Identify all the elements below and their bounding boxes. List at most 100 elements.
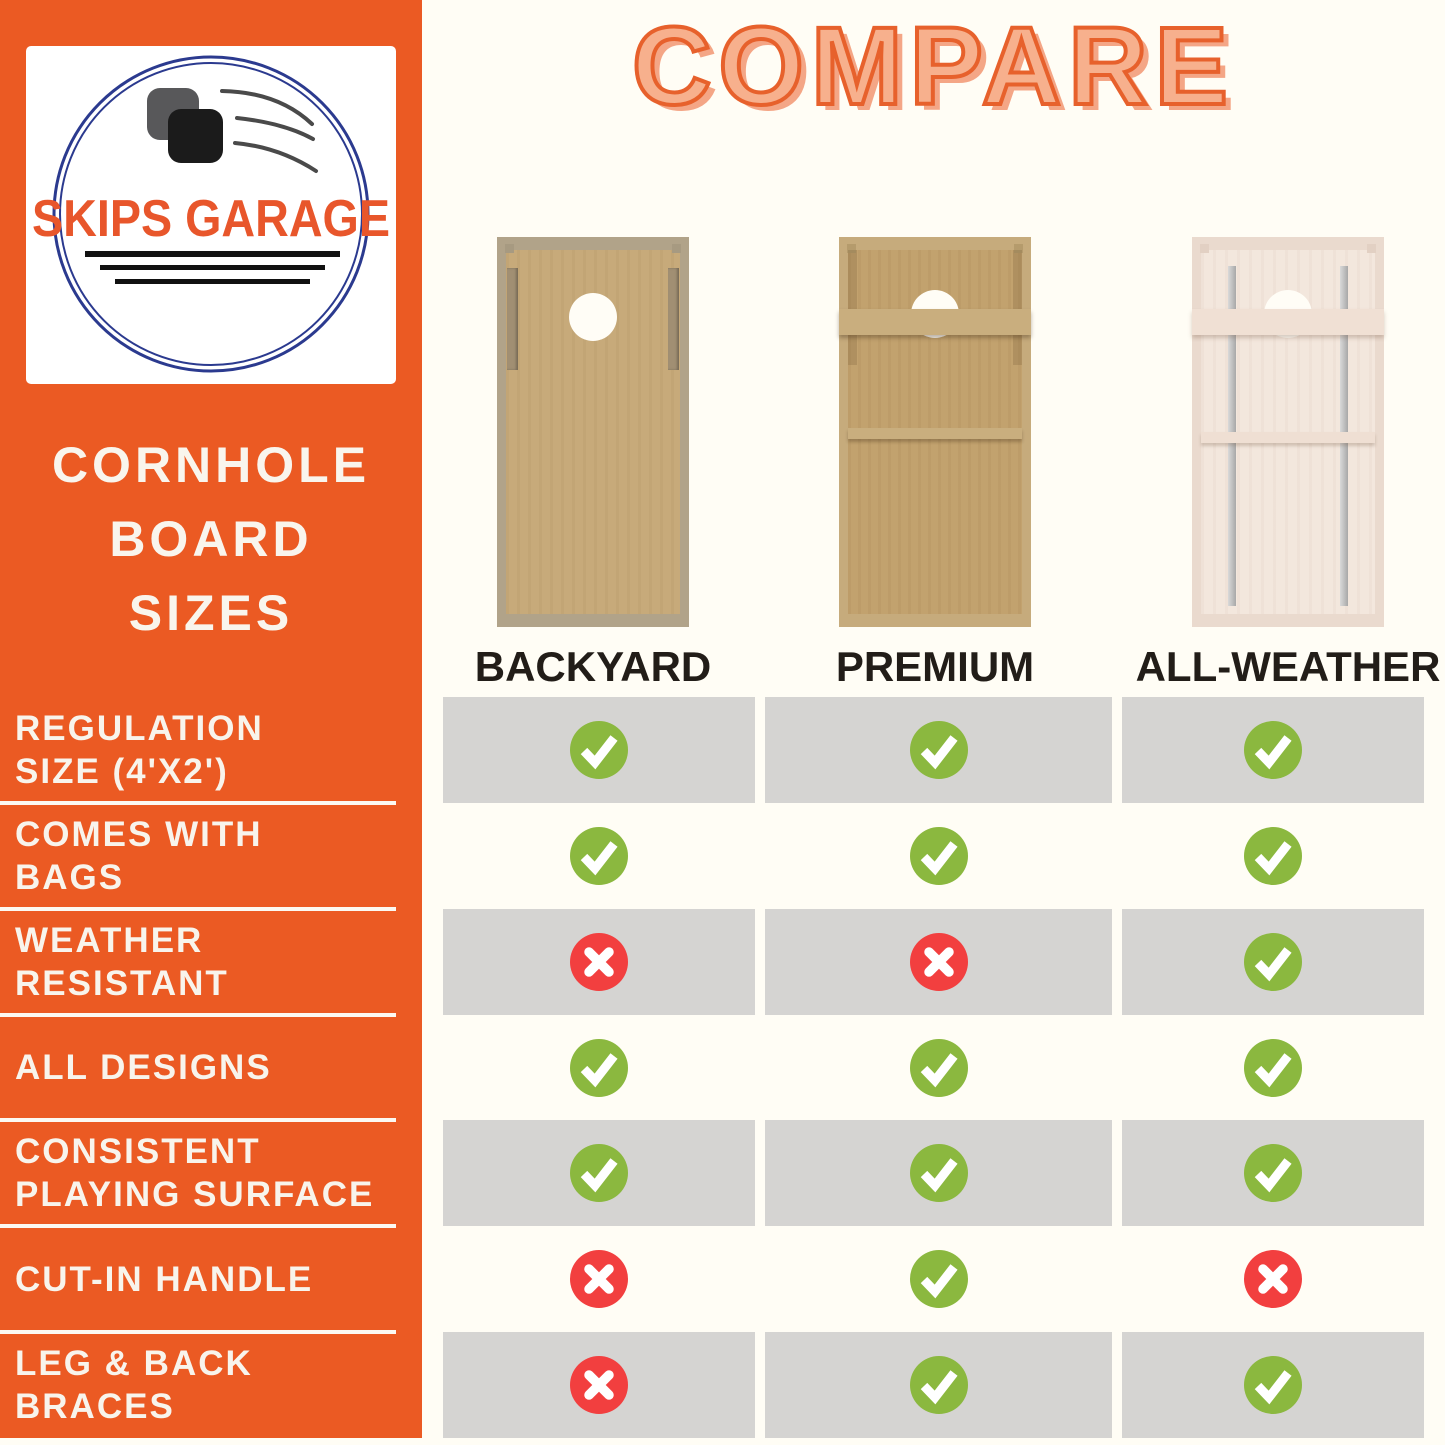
- check-icon: [570, 720, 628, 779]
- feature-label: ALL DESIGNS: [0, 1015, 422, 1121]
- folded-leg: [507, 268, 518, 370]
- cross-icon: [570, 1250, 628, 1309]
- feature-label-line: CONSISTENT: [15, 1132, 261, 1172]
- back-brace: [848, 428, 1022, 439]
- check-icon: [1244, 826, 1302, 885]
- comparison-cell: [1122, 803, 1424, 909]
- cross-icon: [570, 1356, 628, 1415]
- sidebar-title: CORNHOLE BOARD SIZES: [0, 428, 422, 650]
- comparison-cell: [765, 803, 1112, 909]
- comparison-table: REGULATION SIZE (4'X2') COMES WITH BAGS WEAT…: [0, 697, 1445, 1439]
- check-icon: [1244, 932, 1302, 991]
- brand-name: SKIPS GARAGE: [32, 190, 390, 248]
- feature-label: WEATHER RESISTANT: [0, 909, 422, 1015]
- board-corner-tab: [505, 244, 514, 253]
- check-icon: [909, 1356, 968, 1415]
- product-gallery: BACKYARD PREMIUM ALL-WEATHER: [422, 237, 1445, 697]
- check-icon: [909, 720, 968, 779]
- product-name: ALL-WEATHER: [1135, 643, 1441, 690]
- comparison-cell: [1122, 1120, 1424, 1227]
- check-icon: [909, 1250, 968, 1309]
- logo-ring-outer: [52, 55, 370, 373]
- comparison-cell: [443, 908, 755, 1015]
- cross-icon: [570, 932, 628, 991]
- product-name: PREMIUM: [835, 643, 1035, 690]
- feature-row: ALL DESIGNS: [0, 1012, 1445, 1121]
- board-corner-tab: [672, 244, 681, 253]
- board-corner-tab: [1200, 244, 1209, 253]
- feature-row: CUT-IN HANDLE: [0, 1224, 1445, 1332]
- bean-bag-icon-black: [168, 109, 223, 163]
- feature-label-line: REGULATION: [15, 708, 264, 748]
- product-name: BACKYARD: [474, 643, 712, 690]
- comparison-cell: [443, 1226, 755, 1332]
- feature-label: COMES WITH BAGS: [0, 803, 422, 909]
- page-title: COMPARE: [630, 4, 1236, 129]
- motion-line-icon: [233, 141, 318, 173]
- cross-icon: [1244, 1250, 1302, 1309]
- board-image-backyard: [497, 237, 689, 627]
- feature-row: COMES WITH BAGS: [0, 800, 1445, 909]
- check-icon: [909, 826, 968, 885]
- folded-leg: [668, 268, 679, 370]
- feature-label-line: ALL DESIGNS: [15, 1048, 272, 1087]
- feature-label-line: CUT-IN HANDLE: [15, 1259, 314, 1299]
- feature-label: CUT-IN HANDLE: [0, 1226, 422, 1332]
- comparison-cell: [765, 1120, 1112, 1227]
- cross-icon: [909, 932, 968, 991]
- motion-line-icon: [220, 89, 314, 126]
- comparison-cell: [1122, 908, 1424, 1015]
- logo-underline: [115, 279, 310, 284]
- logo-underline: [85, 251, 340, 257]
- brand-logo: SKIPS GARAGE: [26, 46, 396, 384]
- comparison-cell: [1122, 1332, 1424, 1439]
- check-icon: [909, 1038, 968, 1097]
- motion-line-icon: [235, 116, 315, 141]
- check-icon: [1244, 1356, 1302, 1415]
- cross-brace: [1192, 309, 1384, 335]
- feature-row: WEATHER RESISTANT: [0, 906, 1445, 1015]
- comparison-cell: [765, 1332, 1112, 1439]
- check-icon: [1244, 1038, 1302, 1097]
- check-icon: [570, 826, 628, 885]
- sidebar-title-line: BOARD: [109, 511, 313, 567]
- feature-label: CONSISTENT PLAYING SURFACE: [0, 1120, 422, 1226]
- feature-label: REGULATION SIZE (4'X2'): [0, 697, 422, 803]
- comparison-cell: [443, 1332, 755, 1439]
- comparison-cell: [765, 697, 1112, 803]
- check-icon: [570, 1038, 628, 1097]
- product-premium: PREMIUM: [775, 237, 1095, 691]
- brand-logo-graphic: SKIPS GARAGE: [32, 55, 390, 373]
- frame-post: [1013, 250, 1022, 365]
- comparison-cell: [1122, 697, 1424, 803]
- feature-label-line: COMES WITH: [15, 814, 263, 854]
- feature-label-line: BAGS: [15, 857, 125, 897]
- board-corner-tab: [847, 244, 856, 253]
- product-allweather: ALL-WEATHER: [1128, 237, 1445, 691]
- board-corner-tab: [1014, 244, 1023, 253]
- comparison-cell: [443, 697, 755, 803]
- comparison-cell: [1122, 1015, 1424, 1121]
- cross-brace: [839, 309, 1031, 335]
- comparison-cell: [765, 1226, 1112, 1332]
- comparison-cell: [765, 908, 1112, 1015]
- product-backyard: BACKYARD: [433, 237, 753, 691]
- board-image-allweather: [1192, 237, 1384, 627]
- feature-row: REGULATION SIZE (4'X2'): [0, 697, 1445, 803]
- feature-label-line: BRACES: [15, 1387, 175, 1427]
- feature-label-line: PLAYING SURFACE: [15, 1175, 375, 1215]
- logo-ring-inner: [59, 62, 363, 366]
- check-icon: [570, 1144, 628, 1203]
- cornhole-hole: [569, 293, 617, 341]
- check-icon: [1244, 720, 1302, 779]
- feature-label-line: SIZE (4'X2'): [15, 751, 229, 791]
- board-corner-tab: [1367, 244, 1376, 253]
- feature-row: CONSISTENT PLAYING SURFACE: [0, 1118, 1445, 1227]
- back-brace: [1201, 432, 1375, 443]
- board-image-premium: [839, 237, 1031, 627]
- feature-label-line: RESISTANT: [15, 963, 229, 1003]
- comparison-cell: [443, 803, 755, 909]
- comparison-cell: [1122, 1226, 1424, 1332]
- check-icon: [1244, 1144, 1302, 1203]
